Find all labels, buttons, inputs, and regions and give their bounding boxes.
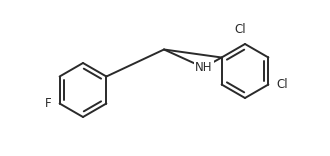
Text: Cl: Cl xyxy=(277,78,288,91)
Text: Cl: Cl xyxy=(234,23,246,36)
Text: NH: NH xyxy=(195,61,213,74)
Text: F: F xyxy=(45,97,51,110)
